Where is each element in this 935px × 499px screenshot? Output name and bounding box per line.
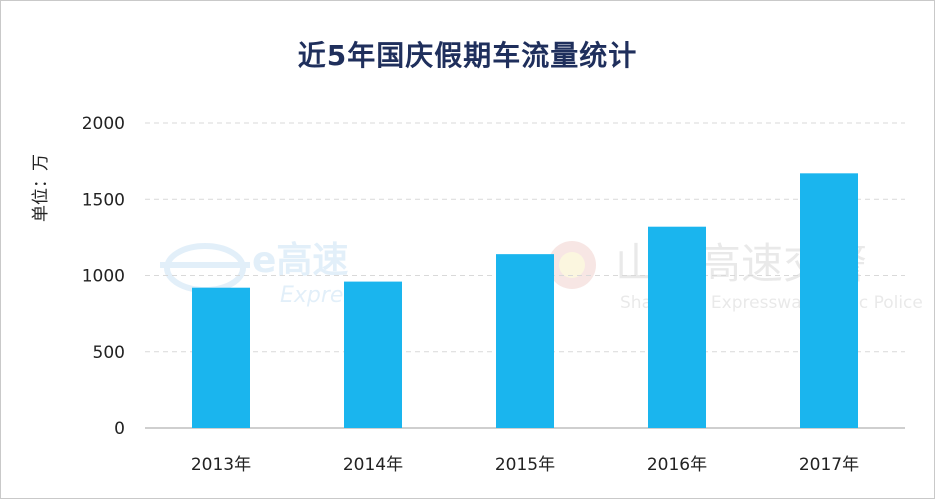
- watermark-left-name: e高速: [252, 240, 348, 281]
- y-tick-label: 0: [114, 419, 125, 439]
- y-tick-label: 1500: [82, 190, 125, 210]
- bar-2015年: [496, 254, 554, 428]
- y-tick-label: 500: [93, 343, 125, 363]
- bar-2014年: [344, 281, 402, 428]
- x-tick-labels: 2013年 2014年 2015年 2016年 2017年: [191, 455, 859, 475]
- chart-title: 近5年国庆假期车流量统计: [297, 39, 638, 72]
- bars: [192, 173, 858, 428]
- y-tick-label: 1000: [82, 267, 125, 287]
- y-tick-label: 2000: [82, 114, 125, 134]
- x-tick-label: 2014年: [343, 455, 403, 475]
- bar-2013年: [192, 287, 250, 428]
- bar-2017年: [800, 173, 858, 428]
- police-emblem-icon: [548, 241, 596, 289]
- x-tick-label: 2015年: [495, 455, 555, 475]
- y-tick-labels: 0 500 1000 1500 2000: [82, 114, 125, 439]
- x-tick-label: 2013年: [191, 455, 251, 475]
- watermark-left: e高速 Express: [160, 240, 366, 308]
- bar-2016年: [648, 226, 706, 428]
- e-express-logo-icon: [160, 243, 250, 293]
- x-tick-label: 2016年: [647, 455, 707, 475]
- x-tick-label: 2017年: [799, 455, 859, 475]
